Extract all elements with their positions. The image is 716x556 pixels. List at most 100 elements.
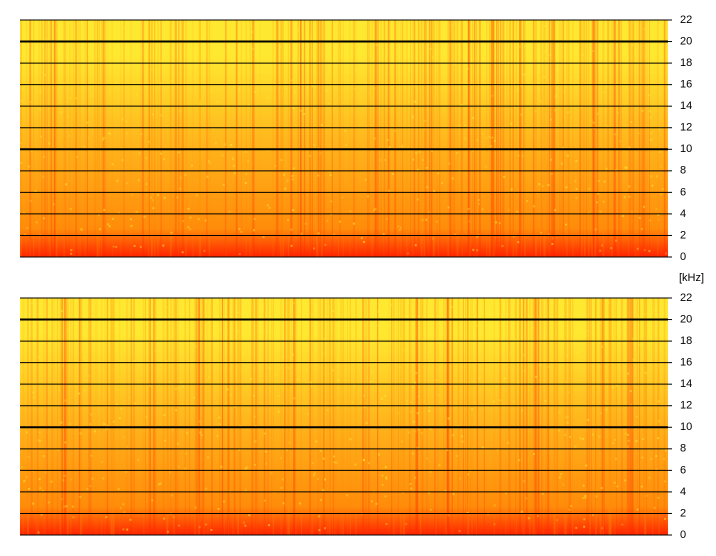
- texture-speck: [253, 218, 256, 221]
- texture-speck: [57, 388, 60, 391]
- texture-stripe: [182, 20, 184, 257]
- texture-stripe: [595, 298, 597, 535]
- texture-stripe: [447, 298, 450, 535]
- texture-stripe: [562, 20, 565, 257]
- texture-speck: [311, 462, 314, 465]
- texture-speck: [378, 307, 381, 310]
- texture-speck: [380, 309, 383, 312]
- texture-speck: [62, 364, 65, 367]
- texture-stripe: [579, 20, 581, 257]
- texture-speck: [260, 69, 263, 72]
- texture-speck: [333, 233, 336, 236]
- texture-stripe: [556, 298, 559, 535]
- texture-speck: [653, 506, 656, 509]
- texture-stripe: [101, 298, 103, 535]
- texture-stripe: [203, 298, 206, 535]
- texture-speck: [181, 251, 184, 254]
- texture-stripe: [64, 20, 67, 257]
- texture-stripe: [644, 298, 646, 535]
- texture-stripe: [519, 20, 522, 257]
- texture-speck: [599, 210, 602, 213]
- texture-stripe: [426, 20, 427, 257]
- texture-speck: [117, 488, 120, 491]
- texture-speck: [509, 352, 512, 355]
- texture-speck: [189, 228, 192, 231]
- texture-stripe: [259, 20, 261, 257]
- texture-speck: [182, 385, 185, 388]
- texture-speck: [112, 420, 115, 423]
- texture-speck: [384, 466, 387, 469]
- texture-speck: [23, 211, 26, 214]
- texture-stripe: [428, 20, 430, 257]
- texture-speck: [460, 435, 463, 438]
- texture-speck: [438, 394, 441, 397]
- texture-speck: [25, 431, 28, 434]
- texture-speck: [431, 56, 434, 59]
- texture-stripe: [130, 298, 133, 535]
- texture-speck: [103, 209, 106, 212]
- texture-stripe: [223, 298, 225, 535]
- texture-stripe: [178, 20, 180, 257]
- texture-stripe: [627, 298, 629, 535]
- texture-speck: [543, 50, 546, 53]
- y-tick-label: 16: [680, 357, 692, 369]
- texture-stripe: [400, 298, 402, 535]
- texture-speck: [429, 48, 432, 51]
- texture-stripe: [111, 20, 113, 257]
- texture-stripe: [658, 298, 660, 535]
- texture-speck: [643, 28, 646, 31]
- texture-stripe: [601, 298, 604, 535]
- texture-speck: [69, 22, 72, 25]
- texture-speck: [587, 211, 590, 214]
- texture-speck: [520, 42, 523, 45]
- texture-speck: [466, 511, 469, 514]
- y-tick-label: 14: [680, 378, 692, 390]
- texture-stripe: [456, 20, 459, 257]
- texture-speck: [264, 450, 267, 453]
- texture-stripe: [614, 20, 617, 257]
- texture-stripe: [413, 20, 416, 257]
- texture-stripe: [465, 298, 466, 535]
- texture-stripe: [355, 298, 357, 535]
- texture-speck: [605, 167, 608, 170]
- texture-speck: [435, 220, 438, 223]
- texture-speck: [397, 412, 400, 415]
- texture-speck: [635, 440, 638, 443]
- texture-speck: [233, 55, 236, 58]
- texture-speck: [574, 180, 577, 183]
- texture-speck: [273, 34, 276, 37]
- texture-stripe: [402, 20, 404, 257]
- texture-speck: [287, 47, 290, 50]
- texture-speck: [432, 237, 435, 240]
- texture-speck: [506, 92, 509, 95]
- texture-speck: [108, 322, 111, 325]
- texture-speck: [543, 67, 546, 70]
- texture-speck: [430, 335, 433, 338]
- texture-speck: [599, 357, 602, 360]
- texture-speck: [68, 422, 71, 425]
- texture-speck: [116, 179, 119, 182]
- texture-speck: [197, 218, 200, 221]
- texture-speck: [292, 107, 295, 110]
- texture-speck: [510, 188, 513, 191]
- texture-speck: [383, 158, 386, 161]
- texture-stripe: [394, 20, 397, 257]
- texture-speck: [268, 366, 271, 369]
- texture-speck: [253, 463, 256, 466]
- texture-stripe: [583, 20, 586, 257]
- texture-stripe: [646, 20, 648, 257]
- texture-stripe: [27, 298, 29, 535]
- texture-speck: [151, 63, 154, 66]
- texture-stripe: [84, 20, 87, 257]
- texture-stripe: [591, 20, 593, 257]
- texture-stripe: [595, 298, 596, 535]
- texture-speck: [42, 155, 45, 158]
- texture-stripe: [106, 298, 109, 535]
- texture-stripe: [331, 20, 334, 257]
- texture-stripe: [37, 298, 39, 535]
- texture-speck: [304, 222, 307, 225]
- texture-speck: [65, 505, 68, 508]
- texture-speck: [344, 129, 347, 132]
- texture-speck: [31, 469, 34, 472]
- texture-stripe: [73, 20, 74, 257]
